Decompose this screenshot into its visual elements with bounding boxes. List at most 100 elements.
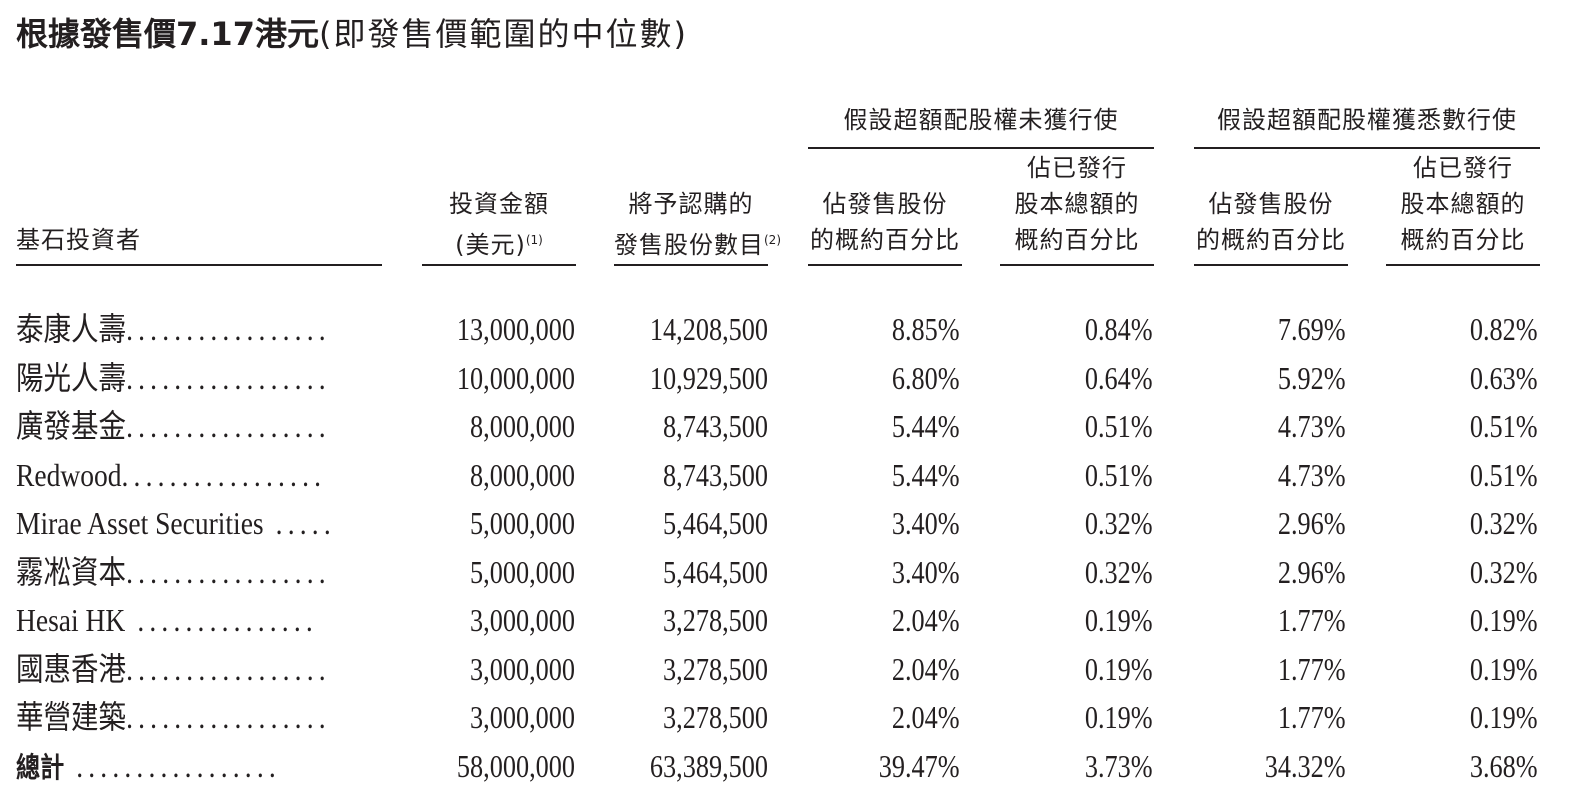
pct-offer-fully-exercised: 1.77%: [1278, 651, 1346, 687]
col-header-line: 佔已發行: [1413, 154, 1513, 182]
group-rule-fully-exercised: [1194, 147, 1540, 149]
pct-offer-not-exercised: 5.44%: [892, 408, 960, 444]
investor-name: 泰康人壽.................: [16, 311, 331, 347]
shares: 14,208,500: [649, 311, 768, 347]
group-header-not-exercised: 假設超額配股權未獲行使: [808, 102, 1154, 138]
pct-offer-fully-exercised: 7.69%: [1278, 311, 1346, 347]
shares: 3,278,500: [663, 699, 768, 735]
pct-offer-not-exercised: 2.04%: [892, 699, 960, 735]
investor-name: 華營建築.................: [16, 699, 331, 735]
total-pct-issued-not-exercised: 3.73%: [1085, 748, 1153, 784]
pct-offer-fully-exercised: 4.73%: [1278, 457, 1346, 493]
group-header-label: 假設超額配股權獲悉數行使: [1217, 106, 1517, 134]
pct-offer-not-exercised: 3.40%: [892, 505, 960, 541]
col-header-line: 佔已發行: [1027, 154, 1127, 182]
pct-issued-not-exercised: 0.19%: [1085, 602, 1153, 638]
total-pct-offer-fully-exercised: 34.32%: [1265, 748, 1346, 784]
col-rule-investor: [16, 264, 382, 266]
footnote-marker: (1): [525, 233, 543, 247]
col-header-line: 發售股份數目: [614, 231, 764, 259]
total-shares: 63,389,500: [649, 748, 768, 784]
pct-issued-fully-exercised: 0.51%: [1470, 457, 1538, 493]
table-row: 泰康人壽................. 13,000,000 14,208,…: [0, 305, 1594, 353]
pct-issued-fully-exercised: 0.51%: [1470, 408, 1538, 444]
amount-usd: 5,000,000: [470, 505, 575, 541]
footnote-marker: (2): [764, 233, 781, 247]
total-pct-issued-fully-exercised: 3.68%: [1470, 748, 1538, 784]
col-header-line: 基石投資者: [16, 226, 141, 254]
col-header-pct-offer-not-exercised: 佔發售股份 的概約百分比: [808, 186, 962, 258]
shares: 3,278,500: [663, 602, 768, 638]
amount-usd: 3,000,000: [470, 699, 575, 735]
investor-name: 國惠香港.................: [16, 651, 331, 687]
pct-issued-not-exercised: 0.51%: [1085, 457, 1153, 493]
pct-issued-fully-exercised: 0.63%: [1470, 360, 1538, 396]
pct-offer-not-exercised: 8.85%: [892, 311, 960, 347]
shares: 5,464,500: [663, 554, 768, 590]
total-amount-usd: 58,000,000: [456, 748, 575, 784]
investor-name: 廣發基金.................: [16, 408, 331, 444]
col-header-line: 投資金額: [449, 190, 549, 218]
shares: 8,743,500: [663, 408, 768, 444]
pct-offer-not-exercised: 2.04%: [892, 602, 960, 638]
amount-usd: 3,000,000: [470, 651, 575, 687]
pct-issued-fully-exercised: 0.19%: [1470, 699, 1538, 735]
title-note: (即發售價範圍的中位數): [318, 15, 688, 53]
pct-issued-not-exercised: 0.19%: [1085, 699, 1153, 735]
col-header-line: 股本總額的: [1400, 190, 1526, 218]
shares: 3,278,500: [663, 651, 768, 687]
amount-usd: 13,000,000: [456, 311, 575, 347]
pct-issued-not-exercised: 0.51%: [1085, 408, 1153, 444]
pct-offer-fully-exercised: 5.92%: [1278, 360, 1346, 396]
col-header-line: 佔發售股份: [1208, 190, 1334, 218]
col-header-investor: 基石投資者: [16, 222, 141, 258]
table-row: Redwood................. 8,000,000 8,743…: [0, 451, 1594, 499]
amount-usd: 3,000,000: [470, 602, 575, 638]
table-row: Hesai HK ............... 3,000,000 3,278…: [0, 596, 1594, 644]
shares: 8,743,500: [663, 457, 768, 493]
pct-issued-not-exercised: 0.32%: [1085, 505, 1153, 541]
table-row: 陽光人壽................. 10,000,000 10,929,…: [0, 354, 1594, 402]
pct-offer-not-exercised: 5.44%: [892, 457, 960, 493]
col-header-pct-issued-fully-exercised: 佔已發行 股本總額的 概約百分比: [1386, 150, 1540, 258]
pct-offer-fully-exercised: 2.96%: [1278, 505, 1346, 541]
pct-issued-fully-exercised: 0.32%: [1470, 505, 1538, 541]
table-row: 華營建築................. 3,000,000 3,278,50…: [0, 693, 1594, 741]
table-row: 霧凇資本................. 5,000,000 5,464,50…: [0, 548, 1594, 596]
col-header-pct-offer-fully-exercised: 佔發售股份 的概約百分比: [1194, 186, 1348, 258]
pct-issued-fully-exercised: 0.19%: [1470, 602, 1538, 638]
group-header-label: 假設超額配股權未獲行使: [843, 106, 1119, 134]
col-rule-pct-issued-fully-exercised: [1386, 264, 1540, 266]
col-header-pct-issued-not-exercised: 佔已發行 股本總額的 概約百分比: [1000, 150, 1154, 258]
page-title: 根據發售價7.17港元(即發售價範圍的中位數): [16, 10, 688, 59]
total-label: 總計 .................: [16, 748, 281, 784]
pct-offer-not-exercised: 6.80%: [892, 360, 960, 396]
pct-offer-not-exercised: 2.04%: [892, 651, 960, 687]
pct-offer-not-exercised: 3.40%: [892, 554, 960, 590]
table-row: 國惠香港................. 3,000,000 3,278,50…: [0, 645, 1594, 693]
shares: 10,929,500: [649, 360, 768, 396]
pct-offer-fully-exercised: 4.73%: [1278, 408, 1346, 444]
col-header-line: 概約百分比: [1400, 226, 1526, 254]
pct-offer-fully-exercised: 2.96%: [1278, 554, 1346, 590]
amount-usd: 5,000,000: [470, 554, 575, 590]
pct-issued-fully-exercised: 0.82%: [1470, 311, 1538, 347]
amount-usd: 10,000,000: [456, 360, 575, 396]
table-row-total: 總計 ................. 58,000,000 63,389,5…: [0, 742, 1594, 790]
total-pct-offer-not-exercised: 39.47%: [879, 748, 960, 784]
pct-issued-not-exercised: 0.32%: [1085, 554, 1153, 590]
col-rule-pct-issued-not-exercised: [1000, 264, 1154, 266]
col-header-line: 的概約百分比: [810, 226, 960, 254]
col-header-amount: 投資金額 (美元)(1): [422, 186, 576, 263]
col-rule-shares: [614, 264, 768, 266]
pct-issued-fully-exercised: 0.32%: [1470, 554, 1538, 590]
col-header-line: 股本總額的: [1014, 190, 1140, 218]
investor-name: 霧凇資本.................: [16, 554, 331, 590]
pct-offer-fully-exercised: 1.77%: [1278, 699, 1346, 735]
pct-issued-not-exercised: 0.84%: [1085, 311, 1153, 347]
col-header-shares: 將予認購的 發售股份數目(2): [614, 186, 781, 263]
pct-issued-not-exercised: 0.64%: [1085, 360, 1153, 396]
col-rule-pct-offer-fully-exercised: [1194, 264, 1348, 266]
pct-offer-fully-exercised: 1.77%: [1278, 602, 1346, 638]
col-header-line: 概約百分比: [1014, 226, 1140, 254]
